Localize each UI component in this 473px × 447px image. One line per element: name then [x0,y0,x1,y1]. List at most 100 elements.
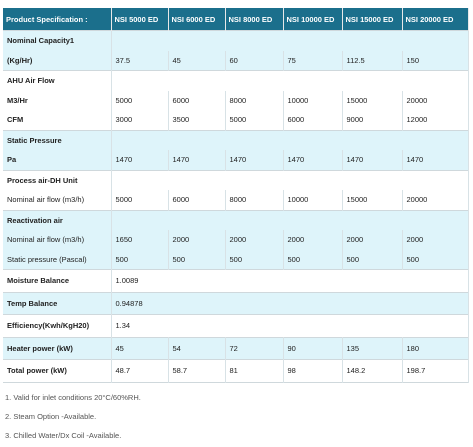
table-row: Static pressure (Pascal) 500 500 500 500 500 5… [3,249,469,270]
header-cell: NSI 15000 ED [342,8,403,31]
value-cell: 1470 [168,150,226,170]
row-label: M3/Hr [3,90,112,110]
table-row: Pa 1470 1470 1470 1470 1470 1470 [3,150,469,170]
value-cell: 60 [225,50,284,71]
value-cell: 48.7 [111,359,169,382]
table-row: Total power (kW) 48.7 58.7 81 98 148.2 198.7 [3,359,469,382]
table-row: CFM 3000 3500 5000 6000 9000 12000 [3,110,469,130]
row-label: AHU Air Flow [3,70,112,91]
row-label: Temp Balance [3,291,112,315]
value-cell: 5000 [111,190,169,210]
value-cell: 1470 [402,150,469,170]
value-cell: 10000 [283,90,343,110]
empty-cell [111,169,469,190]
row-label: Heater power (kW) [3,336,112,360]
value-cell: 180 [402,336,469,360]
row-label: Efficiency(Kwh/KgH20) [3,314,112,337]
value-cell: 112.5 [342,50,403,71]
table-row: Efficiency(Kwh/KgH20) 1.34 [3,314,469,337]
header-cell: NSI 6000 ED [168,8,226,31]
row-label: CFM [3,110,112,130]
row-label: Static pressure (Pascal) [3,249,112,270]
table-row: (Kg/Hr) 37.5 45 60 75 112.5 150 [3,50,469,71]
table-row: Nominal Capacity1 [3,30,469,51]
value-cell: 45 [168,50,226,71]
value-cell: 98 [283,359,343,382]
value-cell: 6000 [168,90,226,110]
value-cell: 37.5 [111,50,169,71]
spec-table: Product Specification : NSI 5000 ED NSI 60… [3,8,469,383]
value-cell: 5000 [111,90,169,110]
row-label: Nominal Capacity1 [3,30,112,51]
row-label: Process air-DH Unit [3,169,112,190]
value-cell: 10000 [283,190,343,210]
value-cell: 20000 [402,190,469,210]
row-label: Nominal air flow (m3/h) [3,230,112,250]
empty-cell [111,209,469,230]
value-cell: 500 [225,249,284,270]
header-cell: NSI 8000 ED [225,8,284,31]
value-cell: 2000 [225,230,284,250]
value-cell: 5000 [225,110,284,130]
row-label: Static Pressure [3,129,112,150]
value-cell: 75 [283,50,343,71]
note: 2. Steam Option -Available. [5,412,97,421]
table-row: Reactivation air [3,209,469,230]
value-cell: 1470 [342,150,403,170]
table-row: Static Pressure [3,129,469,150]
value-cell: 2000 [283,230,343,250]
header-cell: NSI 10000 ED [283,8,343,31]
value-cell: 1470 [283,150,343,170]
header-cell: Product Specification : [3,8,112,31]
empty-cell [111,30,469,51]
table-row: M3/Hr 5000 6000 8000 10000 15000 20000 [3,90,469,110]
value-cell: 6000 [168,190,226,210]
value-cell: 500 [168,249,226,270]
value-cell: 2000 [342,230,403,250]
row-label: Moisture Balance [3,269,112,292]
table-row: Moisture Balance 1.0089 [3,269,469,292]
table-row: Nominal air flow (m3/h) 1650 2000 2000 2000 2… [3,230,469,250]
value-cell: 6000 [283,110,343,130]
value-cell: 1470 [225,150,284,170]
value-cell: 500 [283,249,343,270]
empty-cell [111,70,469,91]
value-cell: 90 [283,336,343,360]
note: 3. Chilled Water/Dx Coil -Available. [5,431,122,440]
row-label: Pa [3,150,112,170]
value-cell: 198.7 [402,359,469,382]
table-row: Temp Balance 0.94878 [3,291,469,315]
value-cell: 58.7 [168,359,226,382]
value-cell: 8000 [225,190,284,210]
value-cell: 3000 [111,110,169,130]
value-cell: 3500 [168,110,226,130]
note: 1. Valid for inlet conditions 20°C/60%RH… [5,393,141,402]
value-cell: 15000 [342,190,403,210]
table-row: AHU Air Flow [3,70,469,91]
row-label: (Kg/Hr) [3,50,112,71]
header-row: Product Specification : NSI 5000 ED NSI 60… [3,8,469,31]
value-cell: 15000 [342,90,403,110]
value-cell: 135 [342,336,403,360]
value-cell: 9000 [342,110,403,130]
empty-cell [111,129,469,150]
header-cell: NSI 20000 ED [402,8,469,31]
value-cell: 45 [111,336,169,360]
value-cell: 1470 [111,150,169,170]
value-cell: 1650 [111,230,169,250]
table-row: Process air-DH Unit [3,169,469,190]
value-cell: 1.34 [111,314,469,337]
row-label: Nominal air flow (m3/h) [3,190,112,210]
row-label: Total power (kW) [3,359,112,382]
value-cell: 72 [225,336,284,360]
value-cell: 500 [342,249,403,270]
value-cell: 2000 [402,230,469,250]
value-cell: 1.0089 [111,269,469,292]
value-cell: 81 [225,359,284,382]
value-cell: 8000 [225,90,284,110]
value-cell: 150 [402,50,469,71]
header-cell: NSI 5000 ED [111,8,169,31]
value-cell: 500 [402,249,469,270]
row-label: Reactivation air [3,209,112,230]
